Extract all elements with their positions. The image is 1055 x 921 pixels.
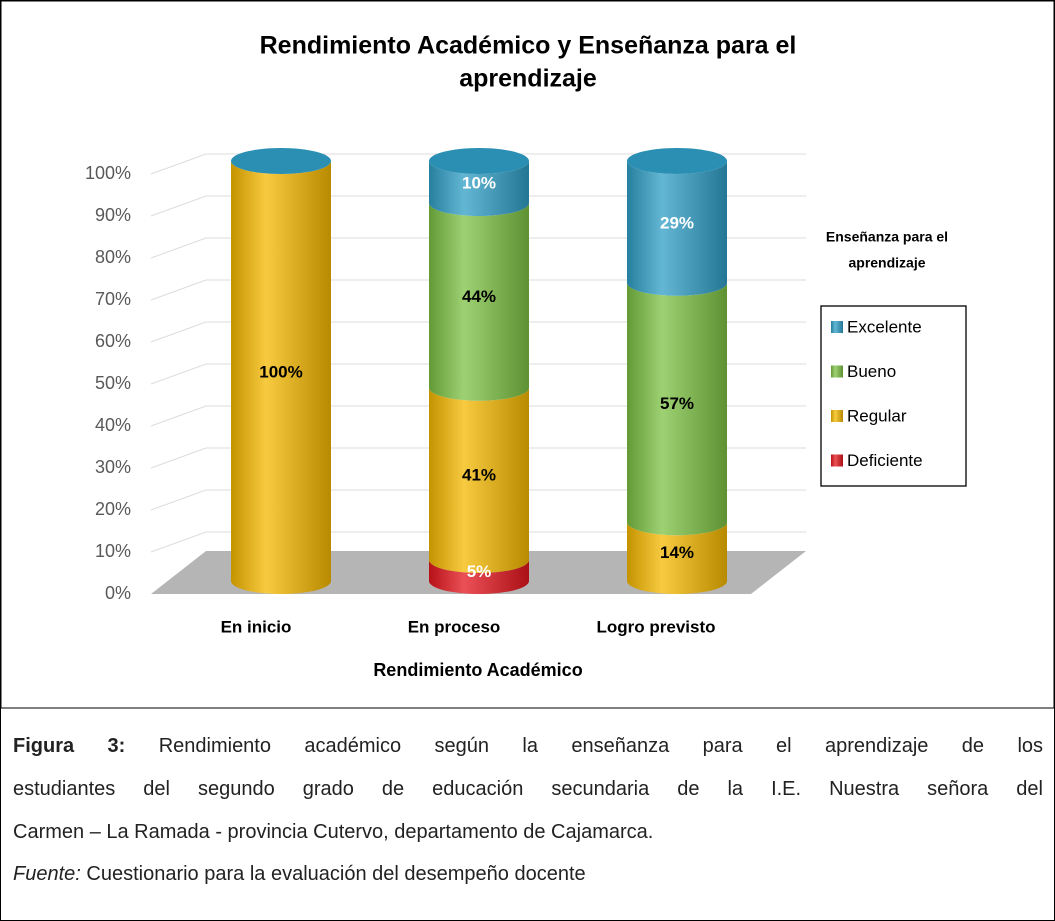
data-label: 100%	[259, 362, 302, 381]
grid-line	[150, 321, 806, 343]
x-tick-label: En proceso	[408, 617, 501, 636]
bar-cap	[429, 148, 529, 174]
x-axis-title: Rendimiento Académico	[373, 660, 582, 680]
data-label: 14%	[660, 543, 694, 562]
y-tick-label: 40%	[95, 415, 131, 435]
grid-line	[150, 489, 806, 511]
bar-cap	[231, 148, 331, 174]
y-tick-label: 50%	[95, 373, 131, 393]
caption-line: Figura 3: Rendimiento académico según la…	[13, 735, 1043, 758]
grid-line	[150, 279, 806, 301]
y-tick-label: 0%	[105, 583, 131, 603]
legend-swatch	[831, 454, 843, 467]
chart-title: aprendizaje	[459, 65, 597, 93]
grid-line	[150, 447, 806, 469]
data-label: 44%	[462, 287, 496, 306]
bar-segment	[429, 203, 529, 401]
caption-line: Carmen – La Ramada - provincia Cutervo, …	[13, 821, 654, 843]
grid-line	[150, 153, 806, 175]
x-tick-label: En inicio	[221, 617, 292, 636]
chart: Rendimiento Académico y Enseñanza para e…	[1, 1, 1054, 709]
data-label: 10%	[462, 173, 496, 192]
y-tick-label: 100%	[85, 163, 131, 183]
grid-line	[150, 405, 806, 427]
bar-segment	[429, 161, 529, 216]
grid-line	[150, 195, 806, 217]
data-label: 57%	[660, 394, 694, 413]
legend-label: Bueno	[847, 362, 896, 381]
legend-label: Regular	[847, 406, 907, 425]
data-label: 29%	[660, 213, 694, 232]
source-line: Fuente: Cuestionario para la evaluación …	[13, 863, 1043, 886]
caption-text: Rendimiento académico según la enseñanza…	[158, 735, 1044, 757]
y-tick-label: 70%	[95, 289, 131, 309]
y-tick-label: 10%	[95, 541, 131, 561]
data-label: 41%	[462, 465, 496, 484]
bar-segment	[429, 560, 529, 594]
y-tick-label: 80%	[95, 247, 131, 267]
y-tick-label: 90%	[95, 205, 131, 225]
legend-label: Deficiente	[847, 451, 923, 470]
legend-title: aprendizaje	[848, 255, 925, 271]
bar-segment	[627, 282, 727, 536]
source-text: Cuestionario para la evaluación del dese…	[86, 863, 586, 885]
legend-label: Excelente	[847, 317, 922, 336]
legend-box	[820, 305, 967, 487]
chart-title: Rendimiento Académico y Enseñanza para e…	[260, 32, 797, 60]
y-tick-label: 30%	[95, 457, 131, 477]
grid-line	[150, 531, 806, 553]
bar-segment	[627, 522, 727, 594]
legend-swatch	[831, 365, 843, 378]
data-label: 5%	[467, 562, 492, 581]
x-tick-label: Logro previsto	[596, 617, 715, 636]
y-tick-label: 60%	[95, 331, 131, 351]
source-label: Fuente:	[13, 863, 81, 885]
legend-swatch	[831, 321, 843, 333]
bar-segment	[428, 387, 529, 573]
caption-line: estudiantes del segundo grado de educaci…	[13, 778, 1043, 800]
legend-title: Enseñanza para el	[826, 229, 948, 245]
grid-line	[150, 363, 806, 385]
bar-cap	[627, 148, 727, 174]
y-tick-label: 20%	[95, 499, 131, 519]
bar-segment	[627, 161, 727, 296]
bar-segment	[231, 161, 331, 594]
legend-swatch	[831, 410, 843, 422]
grid-line	[150, 237, 806, 259]
caption-label: Figura 3:	[13, 735, 126, 757]
